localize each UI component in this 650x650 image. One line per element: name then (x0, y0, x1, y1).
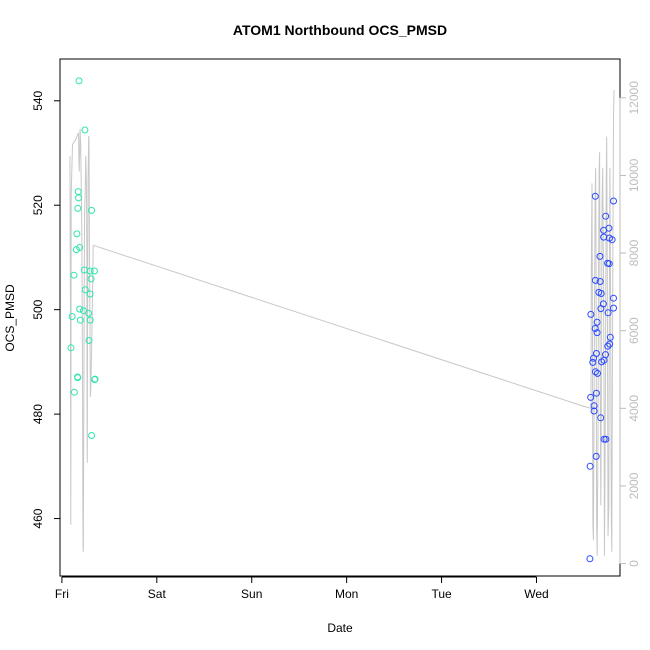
y2-tick-label: 6000 (627, 317, 641, 344)
data-point (76, 244, 84, 251)
x-tick-label: Sat (148, 587, 167, 601)
data-point (81, 126, 89, 134)
data-point (587, 393, 595, 401)
data-point (88, 206, 96, 214)
data-point (88, 432, 96, 439)
data-point (590, 354, 597, 362)
y2-tick-label: 8000 (627, 239, 641, 266)
data-point (593, 329, 601, 337)
data-point (79, 307, 87, 315)
data-point (592, 389, 600, 397)
data-point (75, 77, 83, 85)
data-point (598, 358, 606, 366)
points-layer (67, 77, 617, 563)
data-point (81, 286, 89, 294)
x-axis-label: Date (327, 621, 353, 635)
data-point (85, 337, 93, 344)
data-point (591, 368, 599, 376)
y2-tick-label: 4000 (627, 395, 641, 422)
data-point (600, 435, 608, 443)
data-point (606, 340, 614, 348)
data-point (604, 309, 612, 317)
y-tick-label: 520 (31, 195, 45, 215)
y-axis: 460 480 500 520 540 (31, 90, 61, 529)
y-tick-label: 540 (31, 90, 45, 110)
data-point (586, 462, 594, 470)
data-point (606, 333, 614, 341)
y2-tick-label: 12000 (627, 81, 641, 115)
data-point (602, 212, 610, 220)
data-point (70, 388, 78, 396)
data-point (91, 376, 99, 384)
x-tick-label: Tue (431, 587, 452, 601)
data-point (597, 414, 605, 422)
data-point (610, 197, 617, 205)
data-point (589, 358, 597, 366)
x-tick-label: Wed (524, 587, 548, 601)
data-point (86, 316, 94, 324)
x-axis: Fri Sat Sun Mon Tue Wed (55, 576, 549, 601)
data-point (86, 290, 94, 298)
data-point (90, 267, 98, 275)
y-tick-label: 460 (31, 508, 45, 528)
data-point (68, 313, 76, 320)
data-point (600, 226, 608, 234)
data-point (590, 407, 598, 415)
y2-tick-label: 2000 (627, 472, 641, 499)
data-point (590, 402, 598, 410)
data-point (597, 290, 605, 297)
data-point (587, 310, 595, 318)
data-point (87, 275, 95, 283)
data-point (74, 188, 82, 196)
data-point (75, 194, 82, 202)
y-axis-label: OCS_PMSD (3, 284, 17, 352)
data-point (74, 204, 82, 212)
y2-tick-label: 10000 (627, 158, 641, 192)
data-point (596, 278, 604, 285)
x-tick-label: Fri (55, 587, 69, 601)
data-point (592, 452, 600, 460)
y-tick-label: 500 (31, 299, 45, 319)
data-point (74, 373, 81, 381)
y2-axis: 0 2000 4000 6000 8000 10000 12000 (619, 81, 641, 567)
data-point (76, 305, 84, 313)
y-tick-label: 480 (31, 404, 45, 424)
overlay-layer (69, 90, 615, 556)
data-point (76, 316, 84, 324)
data-point (593, 318, 601, 326)
x-tick-label: Mon (335, 587, 358, 601)
data-point (591, 192, 599, 200)
data-point (586, 555, 594, 563)
data-point (596, 252, 604, 260)
data-point (591, 276, 599, 284)
overlay-line (69, 90, 615, 556)
data-point (610, 304, 617, 312)
data-point (73, 230, 81, 238)
data-point (591, 325, 599, 332)
data-point (597, 305, 605, 313)
chart-title: ATOM1 Northbound OCS_PMSD (233, 22, 447, 38)
data-point (594, 369, 601, 377)
data-point (70, 271, 78, 279)
plot-frame (59, 58, 621, 577)
data-point (604, 342, 612, 350)
data-point (72, 246, 80, 254)
data-point (608, 236, 616, 244)
data-point (86, 267, 94, 275)
data-point (605, 260, 613, 268)
y2-tick-label: 0 (627, 560, 641, 567)
x-tick-label: Sun (241, 587, 262, 601)
data-point (610, 294, 617, 302)
data-point (67, 344, 75, 352)
